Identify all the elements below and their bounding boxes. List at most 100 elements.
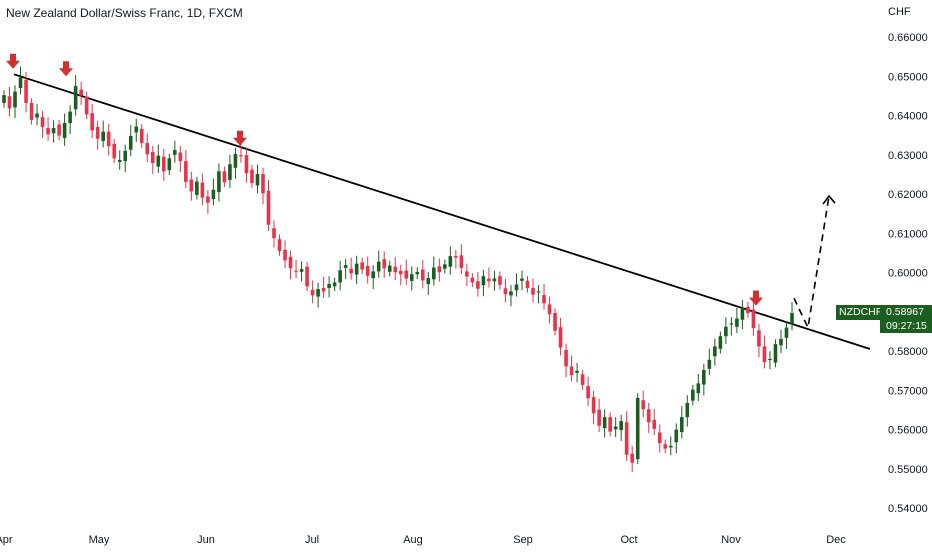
candle-body	[101, 131, 105, 142]
candle-body	[779, 338, 783, 346]
candle-body	[343, 265, 348, 268]
candle	[465, 263, 469, 286]
candle	[338, 260, 342, 291]
candle	[310, 280, 315, 304]
candle	[294, 259, 298, 279]
candle	[150, 145, 155, 175]
candle-body	[459, 255, 464, 268]
candle-body	[217, 171, 221, 193]
candle-body	[558, 327, 563, 348]
candle	[112, 139, 117, 164]
candle-body	[613, 426, 618, 430]
candle-body	[757, 330, 761, 347]
candle-body	[735, 318, 739, 327]
y-tick-label: 0.65000	[888, 71, 928, 83]
candle-body	[206, 196, 210, 203]
candle	[569, 355, 574, 382]
annot-layer	[6, 53, 836, 331]
candle	[553, 308, 557, 336]
marker-stem	[237, 130, 243, 139]
candle	[481, 269, 486, 297]
candle	[509, 285, 513, 307]
candle	[68, 105, 72, 134]
candle-body	[718, 336, 723, 349]
candle	[746, 302, 750, 318]
candle-body	[420, 269, 425, 281]
y-tick-label: 0.56000	[888, 425, 928, 437]
candle-body	[773, 344, 778, 363]
candle	[608, 412, 612, 437]
candle	[18, 66, 23, 95]
candle	[62, 113, 67, 146]
candle-body	[7, 96, 12, 109]
candle-body	[531, 287, 535, 295]
candle	[299, 261, 304, 282]
candle-body	[553, 313, 557, 331]
candle	[707, 348, 712, 376]
candle	[371, 265, 376, 290]
candle	[459, 244, 464, 275]
candle	[46, 117, 50, 141]
candle	[404, 259, 409, 285]
candle-body	[68, 111, 72, 124]
candle-body	[261, 174, 265, 194]
candle-body	[365, 265, 370, 276]
candle	[189, 171, 194, 201]
candle-body	[117, 159, 122, 162]
candle-body	[751, 309, 756, 328]
candle	[762, 335, 767, 369]
candle	[751, 300, 756, 336]
candle-body	[393, 266, 398, 273]
candle	[514, 273, 519, 297]
candle	[784, 321, 789, 349]
x-tick-label: Jun	[197, 534, 215, 546]
candle	[420, 260, 425, 289]
candle	[691, 384, 695, 406]
y-tick-label: 0.63000	[888, 150, 928, 162]
candle	[233, 147, 238, 179]
candle	[679, 406, 684, 439]
candle	[657, 424, 662, 453]
candle	[13, 85, 17, 119]
candle	[437, 258, 442, 282]
marker-head	[233, 137, 247, 146]
candle	[7, 86, 12, 117]
y-tick-label: 0.66000	[888, 32, 928, 44]
trendline	[13, 73, 871, 350]
candle-body	[580, 374, 585, 385]
candle-body	[283, 249, 287, 261]
candle	[487, 267, 491, 288]
candle	[525, 276, 530, 293]
candle-body	[509, 291, 513, 296]
candle	[167, 153, 172, 175]
candle	[768, 351, 772, 370]
y-tick-label: 0.54000	[888, 503, 928, 515]
x-tick-label: Dec	[826, 534, 846, 546]
marker-stem	[10, 53, 16, 62]
candle	[498, 271, 502, 290]
candle-body	[657, 432, 662, 444]
candle	[382, 251, 387, 278]
candle-body	[167, 158, 172, 171]
candle	[443, 259, 447, 274]
candle	[536, 285, 541, 304]
candle	[239, 144, 243, 163]
candle-body	[520, 278, 524, 281]
candle-body	[371, 271, 376, 279]
candle	[503, 278, 508, 303]
candle	[619, 414, 623, 442]
marker-stem	[63, 61, 69, 70]
candle	[779, 329, 783, 354]
candle-body	[437, 266, 442, 273]
candle-body	[707, 359, 712, 369]
y-tick-label: 0.55000	[888, 464, 928, 476]
countdown-value: 09:27:15	[886, 320, 927, 333]
candle	[272, 220, 276, 248]
candle-body	[62, 123, 67, 138]
x-tick-label: Nov	[721, 534, 741, 546]
candle-body	[299, 269, 304, 272]
candle	[195, 176, 199, 200]
candle-body	[679, 417, 684, 433]
candle	[635, 393, 640, 464]
